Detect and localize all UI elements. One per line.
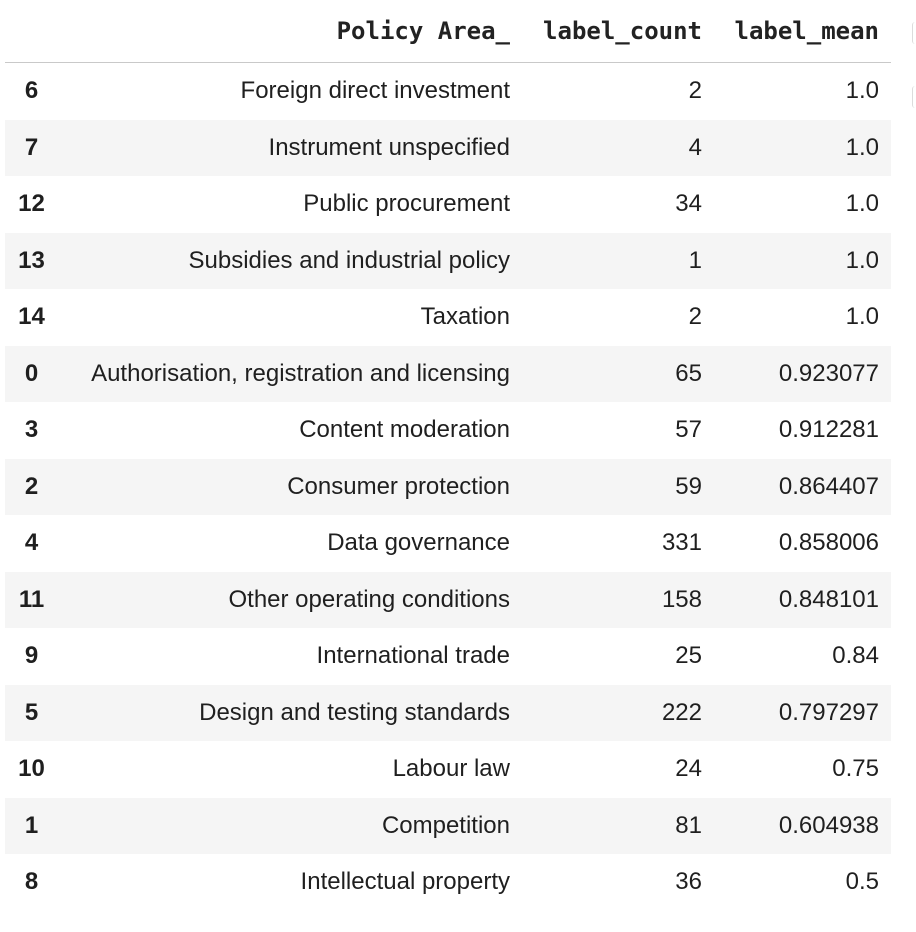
cell-label-count: 65 [675, 359, 702, 387]
table-row: 2 Consumer protection 59 0.864407 [5, 458, 891, 515]
table-row: 5 Design and testing standards 222 0.797… [5, 684, 891, 741]
cell-policy-area: Design and testing standards [199, 698, 510, 726]
header-index [5, 0, 58, 63]
cell-policy-area: International trade [316, 642, 510, 670]
scroll-edge-marker [912, 86, 916, 108]
cell-label-mean: 1.0 [845, 190, 879, 218]
row-index: 1 [24, 811, 39, 839]
cell-policy-area: Labour law [392, 755, 510, 783]
cell-label-mean: 1.0 [845, 77, 879, 105]
row-index: 8 [24, 868, 39, 896]
table-row: 8 Intellectual property 36 0.5 [5, 854, 891, 911]
row-index: 0 [24, 359, 39, 387]
row-index: 5 [24, 698, 39, 726]
table-row: 10 Labour law 24 0.75 [5, 741, 891, 798]
cell-label-mean: 1.0 [845, 246, 879, 274]
row-index: 10 [18, 755, 45, 783]
table-row: 11 Other operating conditions 158 0.8481… [5, 571, 891, 628]
header-policy-area: Policy Area_ [58, 0, 522, 63]
cell-label-mean: 0.75 [832, 755, 879, 783]
scroll-edge-marker [912, 22, 916, 44]
table-row: 1 Competition 81 0.604938 [5, 797, 891, 854]
table-row: 13 Subsidies and industrial policy 1 1.0 [5, 232, 891, 289]
table-row: 6 Foreign direct investment 2 1.0 [5, 62, 891, 120]
cell-policy-area: Data governance [327, 529, 510, 557]
cell-label-mean: 0.923077 [778, 359, 879, 387]
row-index: 11 [18, 585, 45, 613]
cell-label-count: 4 [688, 133, 702, 161]
row-index: 7 [24, 133, 39, 161]
cell-policy-area: Subsidies and industrial policy [188, 246, 510, 274]
cell-label-mean: 0.912281 [778, 416, 879, 444]
cell-policy-area: Content moderation [299, 416, 510, 444]
cell-label-count: 1 [688, 246, 702, 274]
row-index: 9 [24, 642, 39, 670]
cell-label-count: 34 [675, 190, 702, 218]
cell-label-count: 81 [675, 811, 702, 839]
cell-policy-area: Authorisation, registration and licensin… [91, 359, 510, 387]
table-row: 4 Data governance 331 0.858006 [5, 515, 891, 572]
cell-label-count: 25 [675, 642, 702, 670]
dataframe-output: Policy Area_ label_count label_mean 6 Fo… [5, 0, 891, 911]
dataframe-table: Policy Area_ label_count label_mean 6 Fo… [5, 0, 891, 911]
header-label-count: label_count [522, 0, 714, 63]
cell-label-mean: 0.5 [845, 868, 879, 896]
cell-label-mean: 0.797297 [778, 698, 879, 726]
cell-policy-area: Intellectual property [300, 868, 510, 896]
table-row: 7 Instrument unspecified 4 1.0 [5, 119, 891, 176]
row-index: 6 [24, 77, 39, 105]
cell-label-mean: 0.864407 [778, 472, 879, 500]
cell-policy-area: Taxation [420, 303, 510, 331]
cell-label-count: 2 [688, 77, 702, 105]
cell-label-count: 158 [661, 585, 702, 613]
table-row: 12 Public procurement 34 1.0 [5, 176, 891, 233]
cell-policy-area: Public procurement [303, 190, 510, 218]
table-body: 6 Foreign direct investment 2 1.0 7 Inst… [5, 62, 891, 911]
table-row: 14 Taxation 2 1.0 [5, 289, 891, 346]
row-index: 12 [18, 190, 45, 218]
cell-label-count: 222 [661, 698, 702, 726]
table-row: 3 Content moderation 57 0.912281 [5, 402, 891, 459]
header-label-mean: label_mean [714, 0, 891, 63]
table-header: Policy Area_ label_count label_mean [5, 0, 891, 63]
row-index: 3 [24, 416, 39, 444]
row-index: 14 [18, 303, 45, 331]
cell-policy-area: Consumer protection [287, 472, 510, 500]
cell-label-mean: 0.84 [832, 642, 879, 670]
cell-label-count: 331 [661, 529, 702, 557]
cell-label-mean: 1.0 [845, 133, 879, 161]
cell-label-mean: 0.848101 [778, 585, 879, 613]
cell-label-mean: 0.858006 [778, 529, 879, 557]
cell-label-mean: 0.604938 [778, 811, 879, 839]
table-row: 0 Authorisation, registration and licens… [5, 345, 891, 402]
cell-label-count: 36 [675, 868, 702, 896]
cell-label-count: 24 [675, 755, 702, 783]
cell-label-count: 57 [675, 416, 702, 444]
cell-label-count: 2 [688, 303, 702, 331]
table-row: 9 International trade 25 0.84 [5, 628, 891, 685]
cell-label-count: 59 [675, 472, 702, 500]
header-row: Policy Area_ label_count label_mean [5, 0, 891, 63]
cell-policy-area: Foreign direct investment [240, 77, 510, 105]
row-index: 4 [24, 529, 39, 557]
cell-label-mean: 1.0 [845, 303, 879, 331]
cell-policy-area: Instrument unspecified [268, 133, 510, 161]
row-index: 13 [18, 246, 45, 274]
cell-policy-area: Competition [381, 811, 510, 839]
cell-policy-area: Other operating conditions [228, 585, 510, 613]
row-index: 2 [24, 472, 39, 500]
